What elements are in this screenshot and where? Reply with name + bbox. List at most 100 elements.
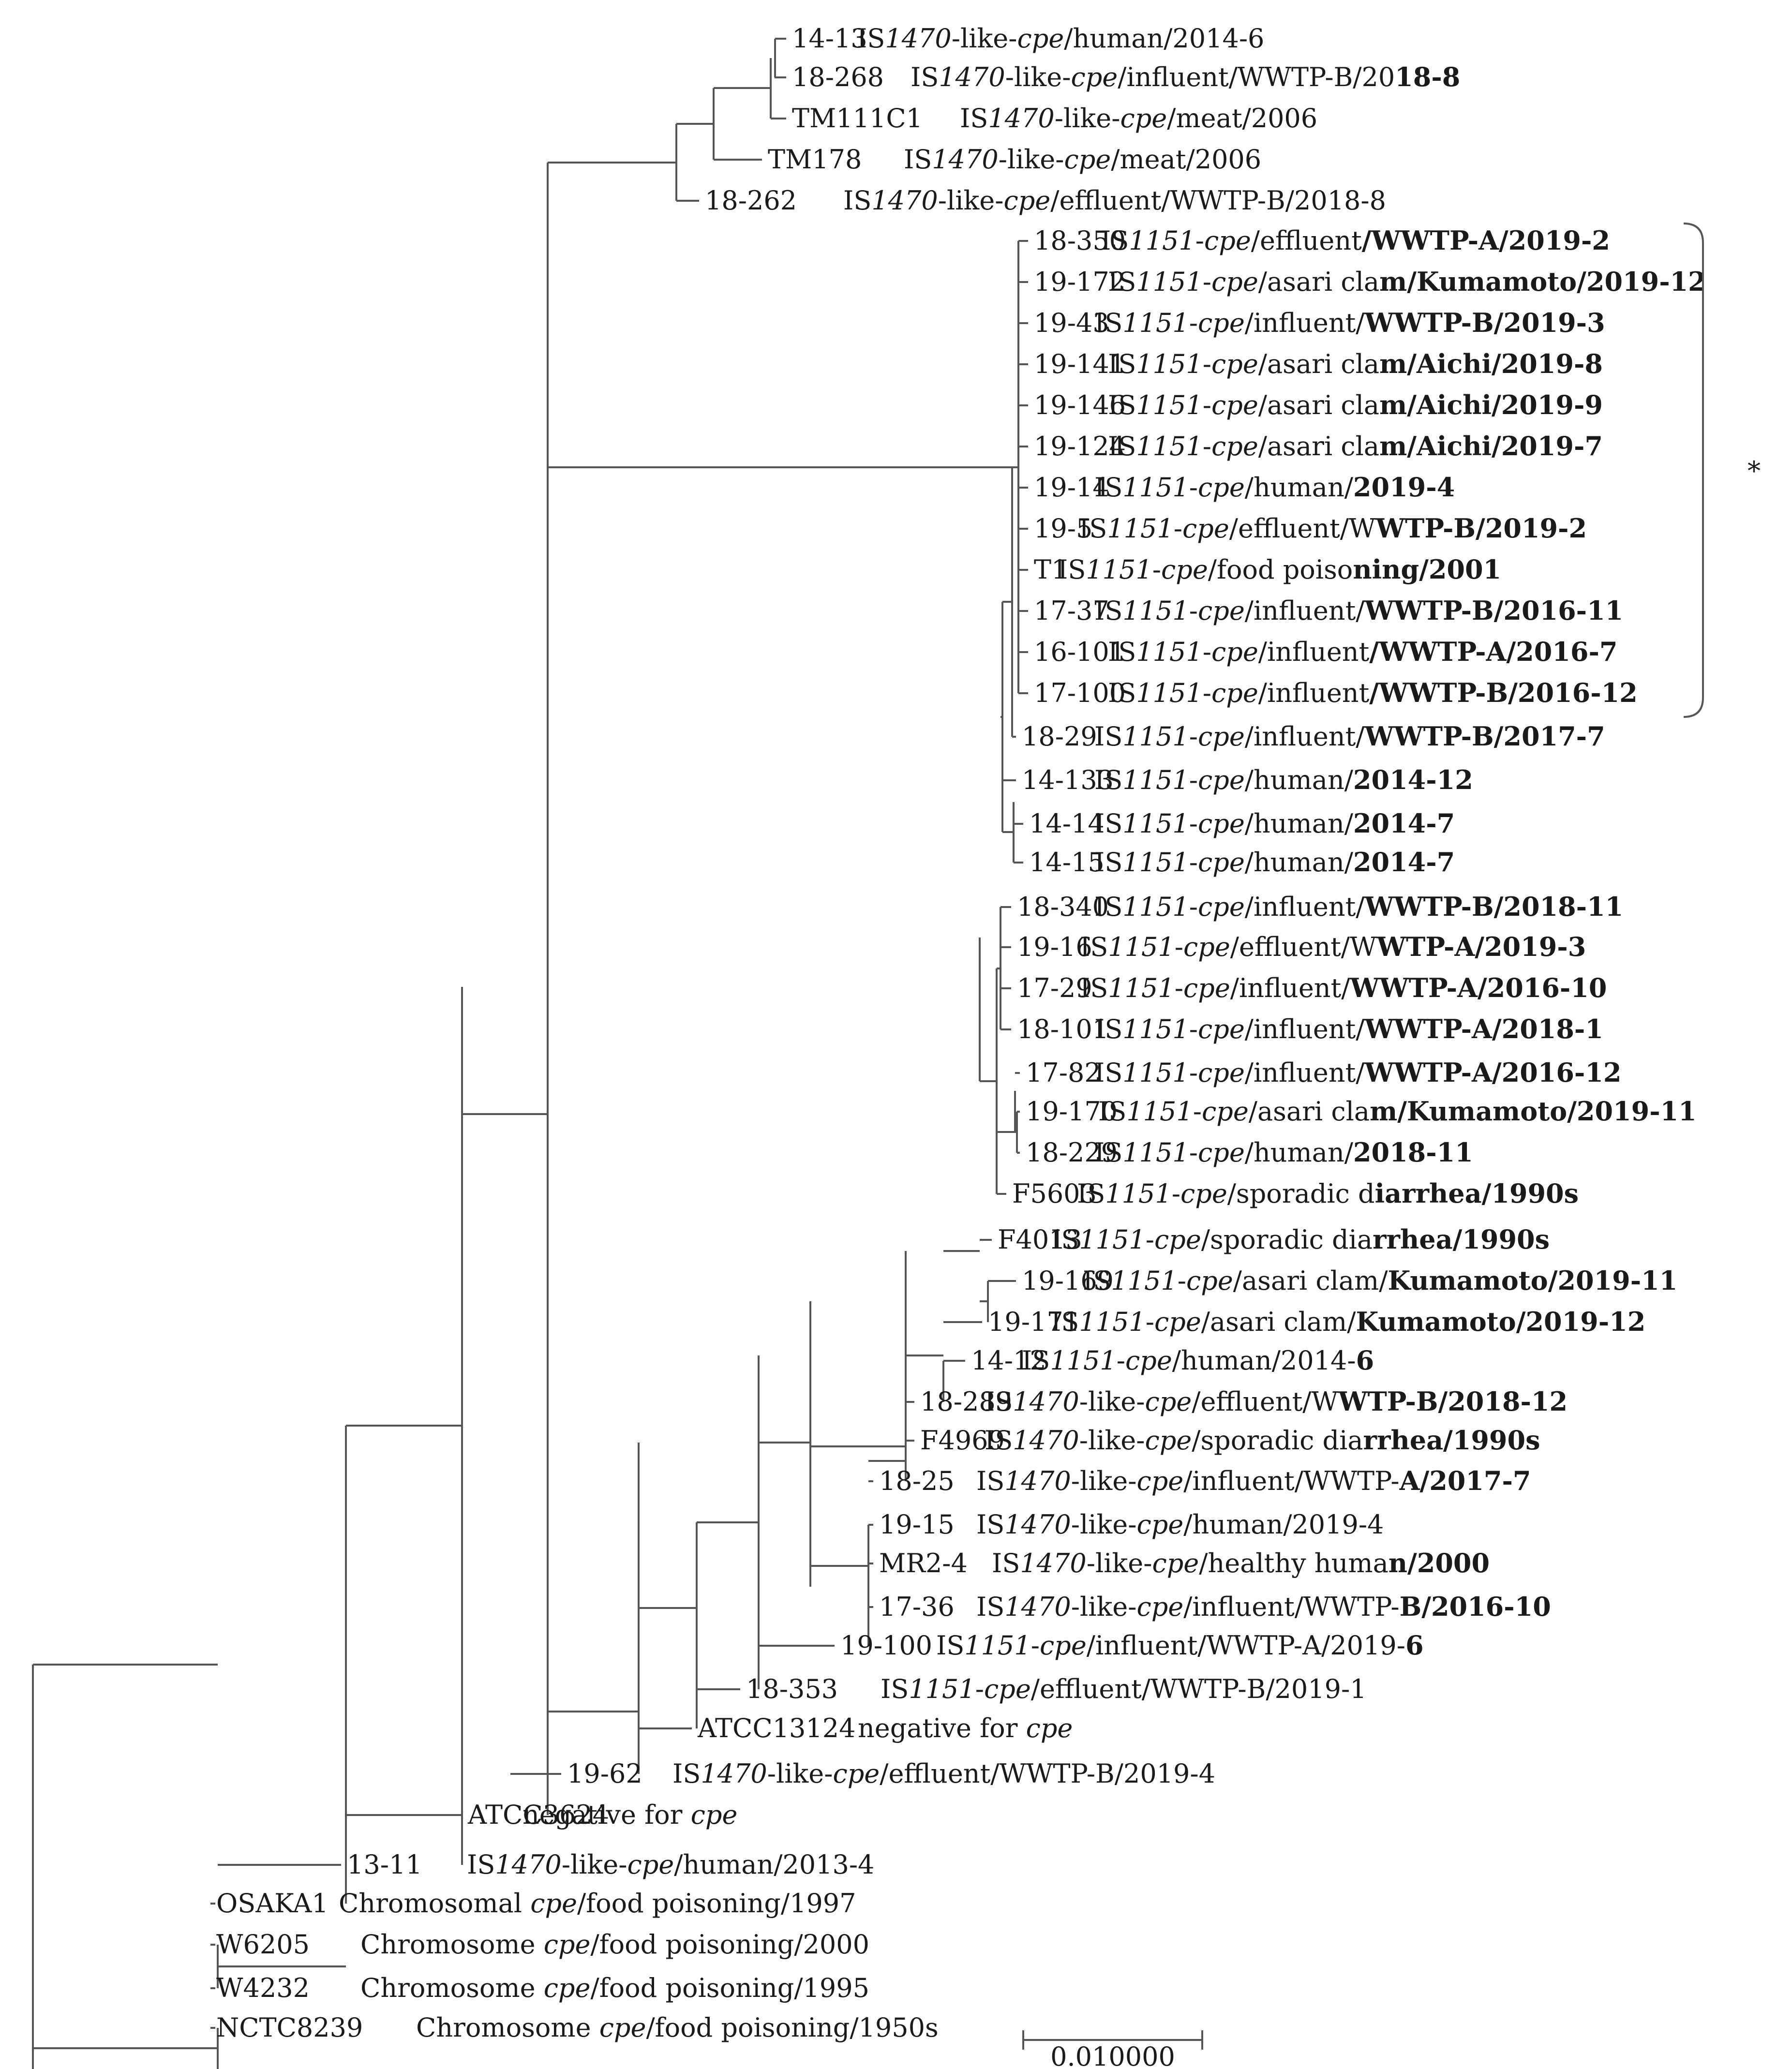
leaf-isolate-id: ATCC13124: [697, 1713, 855, 1743]
leaf-description: IS1151-cpe/influent/WWTP-A/2018-1: [1094, 1013, 1603, 1044]
leaf-description: IS1151-cpe/human/2014-12: [1094, 764, 1473, 795]
leaf-isolate-id: 18-25: [879, 1466, 955, 1496]
leaf-isolate-id: 18-229: [1026, 1137, 1118, 1168]
scale-bar: 0.010000: [1022, 2030, 1203, 2069]
leaf-isolate-id: 19-43: [1034, 308, 1109, 338]
leaf-isolate-id: 19-141: [1034, 349, 1126, 379]
leaf-description: IS1151-cpe/influent/WWTP-B/2016-11: [1094, 595, 1623, 626]
leaf-description: negative for cpe: [523, 1800, 737, 1830]
leaf-description: IS1470-like-cpe/influent/WWTP-A/2017-7: [976, 1465, 1531, 1496]
leaf-isolate-id: 17-29: [1017, 973, 1092, 1003]
leaf-isolate-id: 19-170: [1026, 1096, 1118, 1127]
leaf-description: IS1151-cpe/influent/WWTP-B/2018-11: [1094, 891, 1623, 922]
leaf-description: IS1470-like-cpe/effluent/WWTP-B/2019-4: [672, 1758, 1215, 1789]
leaf-isolate-id: 18-101: [1017, 1014, 1109, 1044]
leaf-isolate-id: 19-14: [1034, 472, 1109, 503]
leaf-isolate-id: F5603: [1012, 1178, 1097, 1209]
leaf-description: IS1470-like-cpe/sporadic diarrhea/1990s: [985, 1425, 1540, 1456]
leaf-description: IS1151-cpe/sporadic diarrhea/1990s: [1077, 1178, 1579, 1209]
leaf-isolate-id: F4013: [998, 1224, 1082, 1255]
leaf-description: IS1151-cpe/asari clam/Aichi/2019-9: [1108, 389, 1603, 420]
leaf-description: IS1470-like-cpe/meat/2006: [960, 103, 1317, 134]
leaf-isolate-id: W6205: [216, 1929, 310, 1960]
leaf-description: Chromosomal cpe/food poisoning/1997: [339, 1888, 856, 1919]
leaf-isolate-id: 13-11: [347, 1849, 422, 1880]
leaf-isolate-id: 16-101: [1034, 637, 1126, 667]
leaf-description: IS1151-cpe/asari clam/Aichi/2019-7: [1108, 431, 1603, 461]
leaf-isolate-id: 17-100: [1034, 678, 1126, 708]
leaf-description: IS1151-cpe/influent/WWTP-B/2017-7: [1094, 721, 1605, 752]
leaf-description: IS1470-like-cpe/influent/WWTP-B/2018-8: [911, 61, 1460, 92]
leaf-isolate-id: 14-12: [971, 1345, 1046, 1376]
leaf-description: IS1151-cpe/human/2014-7: [1094, 847, 1455, 878]
leaf-isolate-id: 18-350: [1034, 225, 1126, 256]
leaf-description: IS1151-cpe/influent/WWTP-B/2019-3: [1094, 307, 1605, 338]
leaf-isolate-id: 18-340: [1017, 892, 1109, 922]
leaf-description: Chromosome cpe/food poisoning/1995: [360, 1973, 869, 2003]
leaf-isolate-id: NCTC8239: [216, 2012, 363, 2043]
leaf-isolate-id: 18-262: [705, 185, 797, 216]
leaf-description: IS1470-like-cpe/human/2014-6: [857, 23, 1264, 54]
leaf-description: IS1151-cpe/effluent/WWTP-A/2019-2: [1101, 225, 1610, 256]
leaf-isolate-id: TM111C1: [792, 103, 923, 134]
leaf-isolate-id: 19-124: [1034, 431, 1126, 461]
tree-branches: [32, 38, 1028, 2069]
leaf-description: IS1470-like-cpe/human/2019-4: [976, 1509, 1384, 1540]
scale-bar-label: 0.010000: [1050, 2041, 1175, 2069]
leaf-isolate-id: 19-62: [567, 1758, 642, 1789]
leaf-description: IS1151-cpe/asari clam/Kumamoto/2019-11: [1098, 1096, 1697, 1127]
leaf-isolate-id: 19-169: [1022, 1265, 1114, 1296]
leaf-isolate-id: OSAKA1: [216, 1888, 329, 1919]
leaf-description: IS1151-cpe/asari clam/Kumamoto/2019-11: [1083, 1265, 1677, 1296]
leaf-description: Chromosome cpe/food poisoning/2000: [360, 1929, 869, 1960]
leaf-description: IS1151-cpe/asari clam/Kumamoto/2019-12: [1051, 1306, 1645, 1337]
leaf-description: IS1151-cpe/influent/WWTP-A/2016-7: [1108, 636, 1617, 667]
leaf-description: IS1151-cpe/asari clam/Aichi/2019-8: [1108, 348, 1603, 379]
leaf-isolate-id: F4969: [920, 1425, 1005, 1456]
cluster-marker: *: [1747, 456, 1761, 486]
leaf-description: IS1470-like-cpe/effluent/WWTP-B/2018-8: [843, 185, 1386, 216]
leaf-isolate-id: 17-82: [1026, 1057, 1101, 1088]
leaf-isolate-id: 19-16: [1017, 932, 1092, 962]
leaf-description: IS1151-cpe/effluent/WWTP-A/2019-3: [1080, 931, 1586, 962]
leaf-isolate-id: TM178: [768, 144, 862, 175]
leaf-description: IS1151-cpe/human/2019-4: [1094, 472, 1455, 503]
leaf-isolate-id: MR2-4: [879, 1548, 968, 1578]
leaf-description: IS1151-cpe/human/2014-6: [1022, 1345, 1374, 1376]
leaf-description: IS1151-cpe/influent/WWTP-A/2019-6: [936, 1630, 1424, 1661]
leaf-isolate-id: 19-15: [879, 1509, 955, 1540]
leaf-description: IS1470-like-cpe/effluent/WWTP-B/2018-12: [985, 1386, 1568, 1417]
leaf-description: IS1470-like-cpe/meat/2006: [904, 144, 1261, 175]
leaf-isolate-id: 18-268: [792, 62, 884, 92]
leaf-isolate-id: 14-14: [1029, 808, 1105, 839]
leaf-isolate-id: 17-36: [879, 1592, 955, 1622]
leaf-description: IS1151-cpe/sporadic diarrhea/1990s: [1051, 1224, 1550, 1255]
leaf-isolate-id: 18-29: [1022, 721, 1097, 752]
leaf-isolate-id: 19-172: [1034, 267, 1126, 297]
leaf-isolate-id: T1: [1034, 554, 1068, 585]
leaf-description: IS1151-cpe/influent/WWTP-A/2016-10: [1080, 972, 1607, 1003]
cluster-bracket: *: [1683, 223, 1761, 718]
leaf-description: negative for cpe: [858, 1713, 1073, 1743]
leaf-isolate-id: ATCC3624: [467, 1800, 609, 1830]
leaf-isolate-id: 14-13: [792, 23, 867, 54]
leaf-description: IS1470-like-cpe/human/2013-4: [467, 1849, 874, 1880]
leaf-isolate-id: 14-133: [1022, 765, 1114, 795]
leaf-isolate-id: 18-353: [746, 1674, 838, 1704]
leaf-description: IS1151-cpe/human/2014-7: [1094, 808, 1455, 839]
leaf-description: IS1151-cpe/human/2018-11: [1094, 1137, 1473, 1168]
leaf-isolate-id: W4232: [216, 1973, 310, 2003]
leaf-description: IS1151-cpe/asari clam/Kumamoto/2019-12: [1108, 266, 1706, 297]
leaf-description: IS1470-like-cpe/healthy human/2000: [992, 1548, 1490, 1578]
leaf-description: IS1151-cpe/food poisoning/2001: [1058, 554, 1501, 585]
leaf-isolate-id: 19-5: [1034, 513, 1092, 544]
leaf-description: IS1151-cpe/influent/WWTP-B/2016-12: [1108, 677, 1638, 708]
leaf-description: Chromosome cpe/food poisoning/1950s: [416, 2012, 939, 2043]
leaf-isolate-id: 17-37: [1034, 595, 1109, 626]
leaf-isolate-id: 18-289: [920, 1386, 1012, 1417]
leaf-description: IS1470-like-cpe/influent/WWTP-B/2016-10: [976, 1591, 1551, 1622]
leaf-isolate-id: 19-100: [840, 1630, 932, 1661]
